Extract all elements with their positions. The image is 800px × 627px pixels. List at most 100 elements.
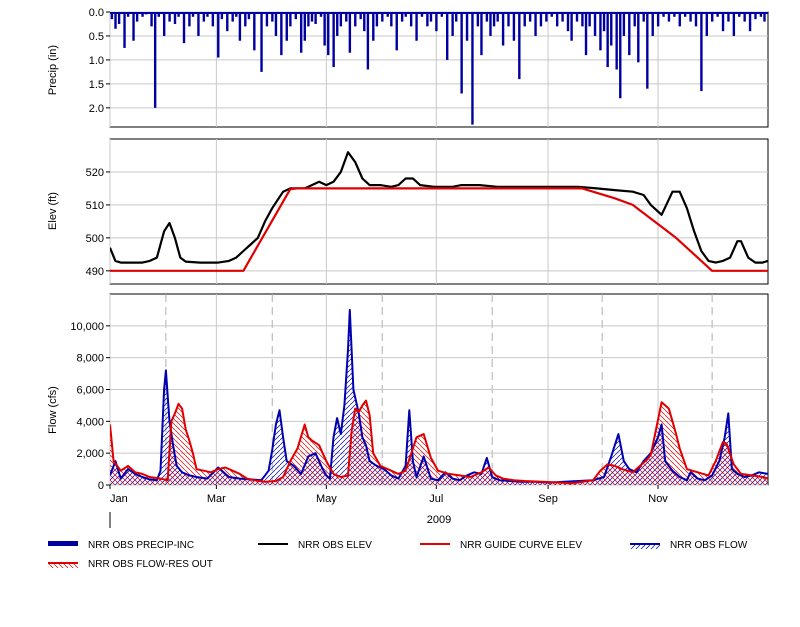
x-axis-year-label: 2009 (427, 514, 451, 526)
precip-bar (299, 12, 303, 53)
precip-bar (231, 12, 234, 22)
precip-bar (244, 12, 247, 27)
y-tick-label: 8,000 (76, 353, 104, 365)
precip-bar (332, 12, 335, 68)
precip-bar (420, 12, 424, 17)
precip-bar (404, 12, 407, 17)
precip-bar (162, 12, 166, 36)
precip-bar (271, 12, 274, 22)
precip-y-ticks: 0.0 0.5 1.0 1.5 2.0 (89, 7, 110, 115)
precip-bar (738, 12, 741, 17)
precip-bar (409, 12, 413, 27)
y-tick-label: 490 (86, 266, 104, 278)
precip-bar (637, 12, 640, 63)
precip-bar (285, 12, 288, 41)
precip-bar (711, 12, 714, 22)
precip-bar (191, 12, 195, 17)
legend-item: NRR OBS FLOW-RES OUT (48, 559, 213, 570)
precip-bar (348, 12, 352, 53)
precip-bar (253, 12, 256, 51)
flow-y-ticks: 0 2,000 4,000 6,000 8,000 10,000 (70, 321, 110, 492)
precip-bar (265, 12, 269, 27)
legend-label: NRR OBS FLOW (670, 540, 748, 551)
precip-bar (673, 12, 676, 17)
precip-bar (455, 12, 458, 22)
precip-plot-area (109, 11, 769, 128)
precip-bar (211, 12, 215, 27)
precip-bar (716, 12, 719, 17)
precip-bar (588, 12, 591, 27)
precip-bar (700, 12, 703, 92)
precip-bar (743, 12, 746, 22)
y-tick-label: 0.5 (89, 31, 104, 43)
legend-label: NRR OBS PRECIP-INC (88, 540, 194, 551)
precip-bar (157, 12, 160, 17)
precip-bar (168, 12, 171, 22)
precip-bar (593, 12, 597, 36)
precip-bar (759, 12, 763, 17)
precip-bar (375, 12, 379, 27)
y-tick-label: 0 (98, 480, 104, 492)
elev-y-axis-label: Elev (ft) (47, 192, 59, 230)
y-tick-label: 500 (86, 233, 104, 245)
precip-bar (602, 12, 606, 32)
x-tick-label: May (316, 493, 337, 505)
y-tick-label: 10,000 (70, 321, 104, 333)
precip-bar (667, 12, 671, 22)
precip-bar (748, 12, 752, 32)
precip-bar (339, 12, 343, 27)
precip-bar (274, 12, 278, 36)
x-tick-label: Nov (648, 493, 668, 505)
precip-bar (689, 12, 692, 22)
x-tick-label: Jan (110, 493, 128, 505)
precip-bar (226, 12, 229, 32)
precip-bar (386, 12, 389, 17)
y-tick-label: 520 (86, 167, 104, 179)
y-tick-label: 0.0 (89, 7, 104, 19)
legend-item: NRR GUIDE CURVE ELEV (420, 540, 582, 551)
precip-bar (141, 12, 144, 17)
legend-swatch (48, 541, 78, 546)
precip-bar (327, 12, 330, 56)
precip-bar (622, 12, 626, 36)
legend-label: NRR GUIDE CURVE ELEV (460, 540, 582, 551)
elev-y-ticks: 490 500 510 520 (86, 167, 110, 278)
y-tick-label: 510 (86, 200, 104, 212)
precip-bar (366, 12, 370, 70)
legend-label: NRR OBS FLOW-RES OUT (88, 559, 213, 570)
x-tick-label: Sep (538, 493, 558, 505)
precip-bar (570, 12, 573, 41)
precip-bar (345, 12, 348, 22)
precip-bar (606, 12, 609, 68)
precip-bar (150, 12, 153, 27)
y-tick-label: 1.0 (89, 55, 104, 67)
precip-bar (465, 12, 469, 41)
precip-bar (566, 12, 570, 32)
y-tick-label: 4,000 (76, 416, 104, 428)
precip-bar (646, 12, 649, 89)
precip-bar (512, 12, 516, 41)
precip-bar (651, 12, 654, 36)
precip-bar (754, 12, 757, 20)
precip-bar (238, 12, 242, 41)
precip-bar (555, 12, 559, 27)
precip-bar (206, 12, 209, 17)
precip-bar (135, 12, 139, 22)
flow-panel: 0 2,000 4,000 6,000 8,000 10,000 Flow (cfs) (47, 293, 769, 492)
precip-bar (523, 12, 526, 27)
precip-bar (110, 12, 114, 20)
precip-y-axis-label: Precip (in) (47, 45, 59, 95)
res-out-flow-area (110, 400, 768, 485)
precip-bar (492, 12, 496, 27)
precip-bar (550, 12, 553, 17)
precip-bar (314, 12, 317, 24)
precip-bar (584, 12, 588, 56)
precip-bar (294, 12, 297, 20)
precip-bar (683, 12, 687, 17)
precip-bar (319, 12, 323, 17)
precip-bar (126, 12, 130, 17)
precip-bar (727, 12, 730, 22)
precip-bar (173, 12, 177, 24)
precip-bar (217, 12, 220, 58)
precip-bar (615, 12, 618, 70)
